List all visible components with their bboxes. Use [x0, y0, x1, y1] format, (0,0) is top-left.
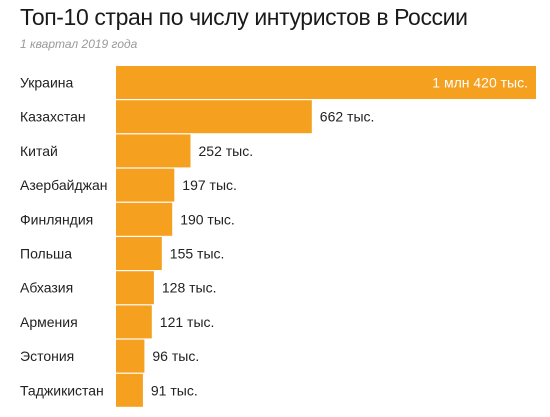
value-label: 190 тыс.	[180, 211, 235, 227]
category-label: Эстония	[20, 348, 74, 364]
chart-title: Топ-10 стран по числу интуристов в Росси…	[20, 4, 468, 30]
category-label: Казахстан	[20, 109, 86, 125]
category-label: Абхазия	[20, 280, 73, 296]
category-label: Финляндия	[20, 211, 93, 227]
bar	[116, 373, 143, 407]
value-label: 128 тыс.	[162, 280, 217, 296]
chart-subtitle: 1 квартал 2019 года	[20, 37, 138, 51]
value-label: 96 тыс.	[152, 348, 199, 364]
bar	[116, 271, 154, 305]
value-label: 197 тыс.	[182, 177, 237, 193]
bar	[116, 66, 536, 99]
category-label: Украина	[20, 75, 74, 91]
bar	[116, 339, 145, 373]
bar	[116, 100, 312, 134]
value-label: 121 тыс.	[160, 314, 215, 330]
category-label: Таджикистан	[20, 382, 104, 398]
value-label: 252 тыс.	[199, 143, 254, 159]
value-label: 662 тыс.	[320, 109, 375, 125]
bar	[116, 305, 152, 339]
bar	[116, 237, 162, 270]
bar	[116, 202, 173, 236]
value-label: 155 тыс.	[170, 246, 225, 262]
value-label: 91 тыс.	[151, 382, 198, 398]
category-label: Азербайджан	[20, 177, 108, 193]
bar	[116, 134, 191, 168]
category-label: Армения	[20, 314, 78, 330]
value-label: 1 млн 420 тыс.	[432, 75, 528, 91]
category-label: Китай	[20, 143, 58, 159]
bar	[116, 168, 175, 202]
category-label: Польша	[20, 246, 72, 262]
